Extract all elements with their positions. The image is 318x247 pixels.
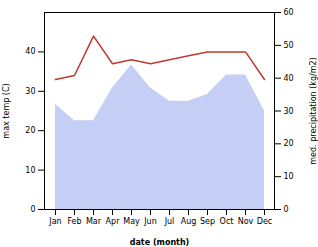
svg-text:60: 60 (284, 8, 294, 17)
svg-text:10: 10 (284, 172, 294, 181)
svg-text:Dec: Dec (257, 217, 272, 226)
svg-text:50: 50 (284, 41, 294, 50)
svg-text:20: 20 (25, 126, 35, 135)
svg-text:0: 0 (284, 205, 289, 214)
svg-text:20: 20 (284, 139, 294, 148)
svg-text:Sep: Sep (200, 217, 215, 226)
svg-text:Jul: Jul (164, 217, 175, 226)
svg-text:date (month): date (month) (130, 238, 190, 247)
svg-text:40: 40 (284, 74, 294, 83)
svg-text:Apr: Apr (106, 217, 121, 226)
svg-text:30: 30 (284, 107, 294, 116)
svg-text:Mar: Mar (86, 217, 102, 226)
svg-text:10: 10 (25, 166, 35, 175)
svg-text:Feb: Feb (67, 217, 81, 226)
svg-text:max temp (C): max temp (C) (2, 83, 11, 138)
svg-text:med. precipitation (kg/m2): med. precipitation (kg/m2) (309, 57, 318, 164)
svg-text:Jun: Jun (143, 217, 157, 226)
svg-text:May: May (123, 217, 140, 226)
svg-text:Jan: Jan (48, 217, 61, 226)
svg-text:30: 30 (25, 87, 35, 96)
svg-text:Oct: Oct (220, 217, 234, 226)
svg-text:Nov: Nov (238, 217, 254, 226)
svg-text:40: 40 (25, 47, 35, 56)
svg-text:Aug: Aug (181, 217, 197, 226)
svg-text:0: 0 (30, 205, 35, 214)
